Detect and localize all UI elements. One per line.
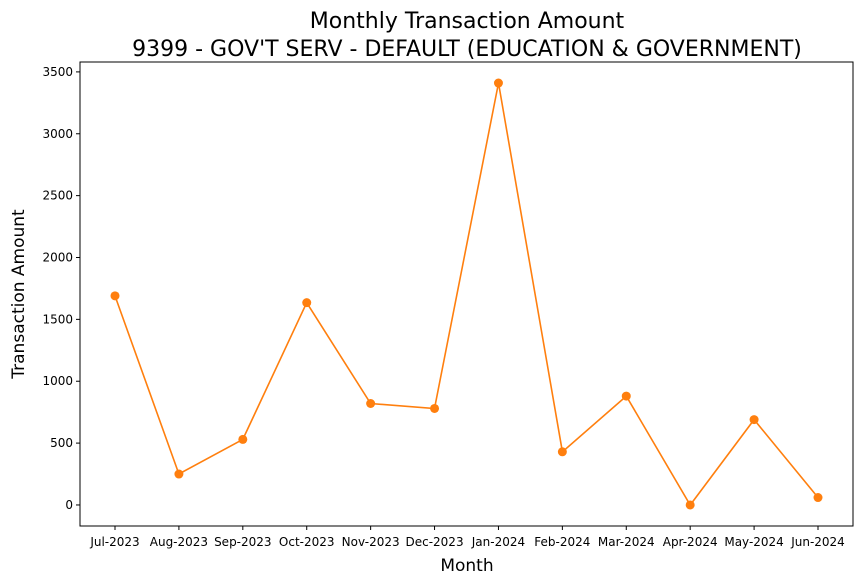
x-tick-label: Dec-2023 bbox=[405, 535, 463, 549]
x-axis: Jul-2023 Aug-2023 Sep-2023 Oct-2023 Nov-2023… bbox=[89, 526, 845, 549]
y-tick-label: 2500 bbox=[42, 189, 73, 203]
data-point bbox=[685, 500, 695, 510]
y-axis: 0 500 1000 1500 2000 2500 3000 3500 bbox=[42, 65, 80, 512]
y-tick-label: 2000 bbox=[42, 250, 73, 264]
y-tick-label: 1500 bbox=[42, 312, 73, 326]
series-line bbox=[114, 82, 819, 507]
y-tick-label: 3500 bbox=[42, 65, 73, 79]
x-tick-label: Nov-2023 bbox=[342, 535, 400, 549]
x-tick-label: Aug-2023 bbox=[150, 535, 208, 549]
x-tick-label: Apr-2024 bbox=[663, 535, 718, 549]
series-points bbox=[110, 78, 823, 510]
chart-title: Monthly Transaction Amount bbox=[310, 9, 625, 34]
data-point bbox=[749, 415, 759, 425]
data-point bbox=[557, 447, 567, 457]
x-axis-label: Month bbox=[440, 556, 493, 576]
data-point bbox=[430, 403, 440, 413]
x-tick-label: Feb-2024 bbox=[534, 535, 590, 549]
chart-subtitle: 9399 - GOV'T SERV - DEFAULT (EDUCATION &… bbox=[132, 37, 802, 62]
x-tick-label: May-2024 bbox=[724, 535, 783, 549]
data-point bbox=[302, 298, 312, 308]
data-point bbox=[238, 434, 248, 444]
data-point bbox=[621, 391, 631, 401]
y-tick-label: 500 bbox=[50, 436, 73, 450]
x-tick-label: Mar-2024 bbox=[598, 535, 655, 549]
y-tick-label: 0 bbox=[65, 498, 73, 512]
data-point bbox=[366, 399, 376, 409]
x-tick-label: Oct-2023 bbox=[279, 535, 335, 549]
y-tick-label: 3000 bbox=[42, 127, 73, 141]
x-tick-label: Jul-2023 bbox=[89, 535, 139, 549]
x-tick-label: Sep-2023 bbox=[214, 535, 272, 549]
plot-area-frame bbox=[79, 61, 854, 527]
x-tick-label: Jan-2024 bbox=[471, 535, 525, 549]
y-tick-label: 1000 bbox=[42, 374, 73, 388]
x-tick-label: Jun-2024 bbox=[790, 535, 845, 549]
y-axis-label: Transaction Amount bbox=[9, 209, 29, 380]
data-point bbox=[110, 291, 120, 301]
data-point bbox=[813, 493, 823, 503]
data-point bbox=[174, 469, 184, 479]
data-point bbox=[493, 78, 503, 88]
